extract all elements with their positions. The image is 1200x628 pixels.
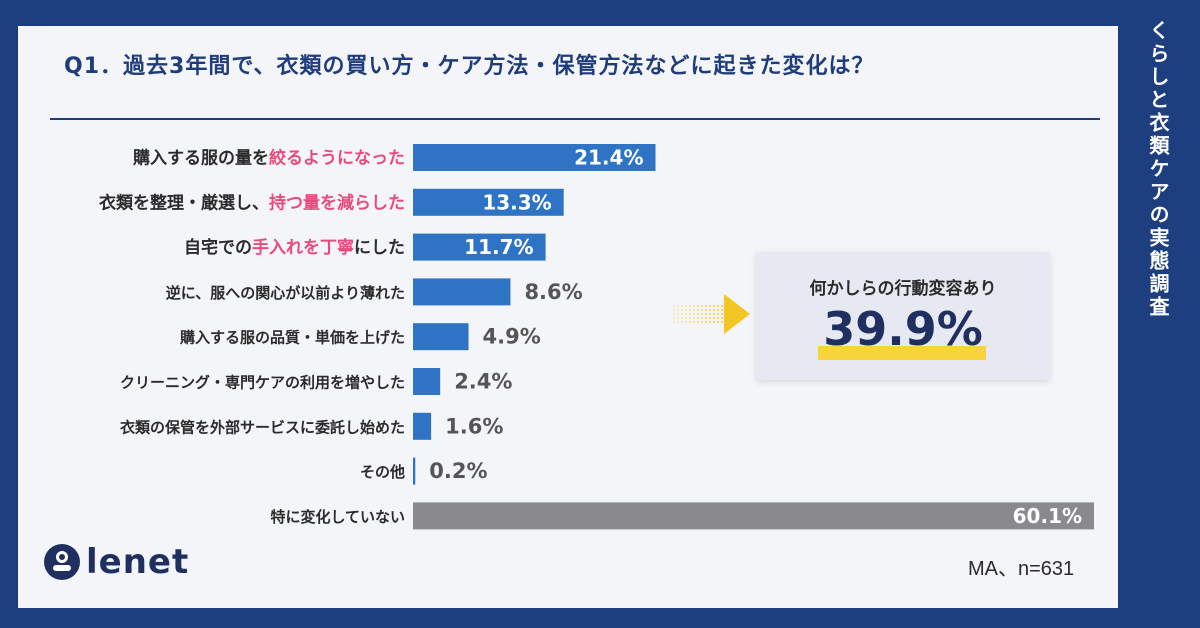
title-divider xyxy=(50,118,1100,120)
callout-value: 39.9% xyxy=(823,302,983,356)
category-label-8: その他 xyxy=(360,463,405,481)
bar-2 xyxy=(413,188,564,216)
value-label-8: 0.2% xyxy=(429,459,487,483)
value-label-2: 13.3% xyxy=(482,190,551,214)
survey-title-vertical: くらしと衣類ケアの実態調査 xyxy=(1146,20,1170,319)
category-label-6: クリーニング・専門ケアの利用を増やした xyxy=(120,374,405,392)
callout-label: 何かしらの行動変容あり xyxy=(809,279,997,299)
bar-7 xyxy=(413,412,432,440)
value-highlight xyxy=(818,346,986,360)
value-label-6: 2.4% xyxy=(454,370,512,394)
lenet-logo-icon xyxy=(44,544,80,580)
category-label-5: 購入する服の品質・単価を上げた xyxy=(179,329,405,347)
behavior-change-callout: 何かしらの行動変容あり 39.9% xyxy=(756,252,1050,380)
category-label-4: 逆に、服への関心が以前より薄れた xyxy=(166,284,405,302)
category-label-7: 衣類の保管を外部サービスに委託し始めた xyxy=(120,418,405,436)
value-label-1: 21.4% xyxy=(574,146,643,170)
question-title: Q1．過去3年間で、衣類の買い方・ケア方法・保管方法などに起きた変化は？ xyxy=(64,54,875,79)
sample-note: MA、n=631 xyxy=(968,558,1075,580)
lenet-logo: lenet xyxy=(44,542,189,582)
category-label-3: 自宅での手入れを丁寧にした xyxy=(184,237,405,258)
category-label-1: 購入する服の量を絞るようになった xyxy=(133,148,405,169)
value-label-7: 1.6% xyxy=(445,414,503,438)
value-label-9: 60.1% xyxy=(1013,504,1082,528)
category-label-2: 衣類を整理・厳選し、持つ量を減らした xyxy=(99,192,405,213)
bar-9 xyxy=(413,502,1094,530)
value-label-4: 8.6% xyxy=(524,280,582,304)
arrow-right-icon xyxy=(672,294,750,334)
bar-1 xyxy=(413,144,656,171)
bar-6 xyxy=(413,368,441,395)
value-label-3: 11.7% xyxy=(464,235,533,259)
bar-4 xyxy=(413,278,511,306)
bar-5 xyxy=(413,323,469,351)
logo-text: lenet xyxy=(86,542,190,582)
bar-8 xyxy=(413,457,416,485)
category-label-9: 特に変化していない xyxy=(270,508,405,526)
value-label-5: 4.9% xyxy=(483,325,541,349)
bar-3 xyxy=(413,233,546,261)
